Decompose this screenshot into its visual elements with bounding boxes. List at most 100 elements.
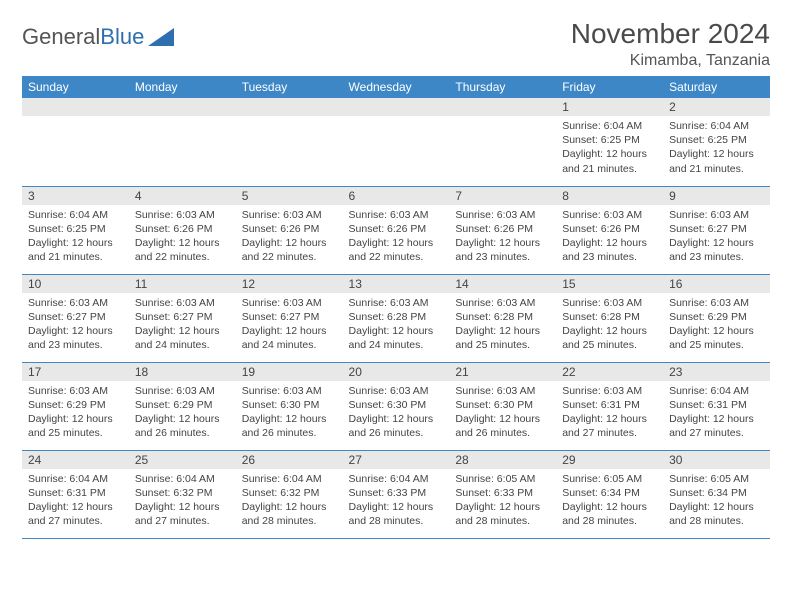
day-details: [236, 116, 343, 176]
weekday-header: Friday: [556, 76, 663, 98]
sunrise-text: Sunrise: 6:04 AM: [669, 384, 764, 398]
sunset-text: Sunset: 6:25 PM: [562, 133, 657, 147]
sunset-text: Sunset: 6:33 PM: [455, 486, 550, 500]
calendar-day-cell: 9Sunrise: 6:03 AMSunset: 6:27 PMDaylight…: [663, 186, 770, 274]
day-number: 19: [236, 363, 343, 381]
calendar-week-row: 10Sunrise: 6:03 AMSunset: 6:27 PMDayligh…: [22, 274, 770, 362]
daylight-text: Daylight: 12 hours and 22 minutes.: [349, 236, 444, 264]
sunset-text: Sunset: 6:33 PM: [349, 486, 444, 500]
day-number: 28: [449, 451, 556, 469]
day-details: Sunrise: 6:03 AMSunset: 6:31 PMDaylight:…: [556, 381, 663, 445]
daylight-text: Daylight: 12 hours and 24 minutes.: [135, 324, 230, 352]
calendar-table: Sunday Monday Tuesday Wednesday Thursday…: [22, 76, 770, 539]
calendar-day-cell: 28 Sunrise: 6:05 AMSunset: 6:33 PMDayligh…: [449, 450, 556, 538]
calendar-day-cell: 10Sunrise: 6:03 AMSunset: 6:27 PMDayligh…: [22, 274, 129, 362]
sunset-text: Sunset: 6:28 PM: [562, 310, 657, 324]
day-number: 15: [556, 275, 663, 293]
sunrise-text: Sunrise: 6:03 AM: [135, 296, 230, 310]
day-number: [22, 98, 129, 116]
day-number: 3: [22, 187, 129, 205]
day-number: 2: [663, 98, 770, 116]
day-details: Sunrise: 6:03 AMSunset: 6:28 PMDaylight:…: [556, 293, 663, 357]
calendar-day-cell: 20Sunrise: 6:03 AMSunset: 6:30 PMDayligh…: [343, 362, 450, 450]
sunset-text: Sunset: 6:34 PM: [669, 486, 764, 500]
sunrise-text: Sunrise: 6:03 AM: [669, 208, 764, 222]
day-number: [343, 98, 450, 116]
day-number: 7: [449, 187, 556, 205]
month-title: November 2024: [571, 18, 770, 50]
calendar-day-cell: [236, 98, 343, 186]
sunset-text: Sunset: 6:27 PM: [242, 310, 337, 324]
weekday-header: Wednesday: [343, 76, 450, 98]
day-number: 30: [663, 451, 770, 469]
calendar-week-row: 3Sunrise: 6:04 AMSunset: 6:25 PMDaylight…: [22, 186, 770, 274]
sunrise-text: Sunrise: 6:03 AM: [28, 384, 123, 398]
day-number: 14: [449, 275, 556, 293]
calendar-day-cell: 18Sunrise: 6:03 AMSunset: 6:29 PMDayligh…: [129, 362, 236, 450]
sunset-text: Sunset: 6:26 PM: [455, 222, 550, 236]
daylight-text: Daylight: 12 hours and 22 minutes.: [242, 236, 337, 264]
day-details: Sunrise: 6:03 AMSunset: 6:28 PMDaylight:…: [449, 293, 556, 357]
sunrise-text: Sunrise: 6:03 AM: [349, 384, 444, 398]
day-details: Sunrise: 6:03 AMSunset: 6:30 PMDaylight:…: [236, 381, 343, 445]
day-number: 8: [556, 187, 663, 205]
day-number: 16: [663, 275, 770, 293]
day-number: 13: [343, 275, 450, 293]
daylight-text: Daylight: 12 hours and 23 minutes.: [562, 236, 657, 264]
day-details: Sunrise: 6:04 AMSunset: 6:32 PMDaylight:…: [236, 469, 343, 533]
sunrise-text: Sunrise: 6:03 AM: [135, 384, 230, 398]
sunrise-text: Sunrise: 6:03 AM: [242, 296, 337, 310]
daylight-text: Daylight: 12 hours and 21 minutes.: [562, 147, 657, 175]
day-number: 27: [343, 451, 450, 469]
calendar-day-cell: 2Sunrise: 6:04 AMSunset: 6:25 PMDaylight…: [663, 98, 770, 186]
daylight-text: Daylight: 12 hours and 28 minutes.: [242, 500, 337, 528]
logo-text-1: General: [22, 24, 100, 50]
day-details: Sunrise: 6:03 AMSunset: 6:29 PMDaylight:…: [129, 381, 236, 445]
sunrise-text: Sunrise: 6:03 AM: [135, 208, 230, 222]
sunrise-text: Sunrise: 6:03 AM: [242, 208, 337, 222]
calendar-day-cell: 15Sunrise: 6:03 AMSunset: 6:28 PMDayligh…: [556, 274, 663, 362]
calendar-day-cell: 6Sunrise: 6:03 AMSunset: 6:26 PMDaylight…: [343, 186, 450, 274]
day-number: 23: [663, 363, 770, 381]
sunset-text: Sunset: 6:30 PM: [349, 398, 444, 412]
day-details: Sunrise: 6:04 AMSunset: 6:32 PMDaylight:…: [129, 469, 236, 533]
weekday-header: Sunday: [22, 76, 129, 98]
day-details: Sunrise: 6:05 AMSunset: 6:34 PMDaylight:…: [556, 469, 663, 533]
sunset-text: Sunset: 6:30 PM: [455, 398, 550, 412]
calendar-day-cell: 17Sunrise: 6:03 AMSunset: 6:29 PMDayligh…: [22, 362, 129, 450]
daylight-text: Daylight: 12 hours and 25 minutes.: [562, 324, 657, 352]
day-number: 25: [129, 451, 236, 469]
day-details: Sunrise: 6:03 AMSunset: 6:29 PMDaylight:…: [663, 293, 770, 357]
calendar-day-cell: 1Sunrise: 6:04 AMSunset: 6:25 PMDaylight…: [556, 98, 663, 186]
day-details: Sunrise: 6:03 AMSunset: 6:27 PMDaylight:…: [22, 293, 129, 357]
calendar-day-cell: 26Sunrise: 6:04 AMSunset: 6:32 PMDayligh…: [236, 450, 343, 538]
sunrise-text: Sunrise: 6:05 AM: [455, 472, 550, 486]
day-number: 6: [343, 187, 450, 205]
day-details: Sunrise: 6:04 AMSunset: 6:25 PMDaylight:…: [22, 205, 129, 269]
day-details: Sunrise: 6:03 AMSunset: 6:26 PMDaylight:…: [129, 205, 236, 269]
day-details: Sunrise: 6:03 AMSunset: 6:27 PMDaylight:…: [663, 205, 770, 269]
sunset-text: Sunset: 6:26 PM: [349, 222, 444, 236]
calendar-day-cell: 30Sunrise: 6:05 AMSunset: 6:34 PMDayligh…: [663, 450, 770, 538]
daylight-text: Daylight: 12 hours and 26 minutes.: [455, 412, 550, 440]
calendar-day-cell: 14Sunrise: 6:03 AMSunset: 6:28 PMDayligh…: [449, 274, 556, 362]
calendar-body: 1Sunrise: 6:04 AMSunset: 6:25 PMDaylight…: [22, 98, 770, 538]
daylight-text: Daylight: 12 hours and 28 minutes.: [455, 500, 550, 528]
day-number: 12: [236, 275, 343, 293]
calendar-day-cell: 7Sunrise: 6:03 AMSunset: 6:26 PMDaylight…: [449, 186, 556, 274]
day-details: [449, 116, 556, 176]
sunrise-text: Sunrise: 6:04 AM: [28, 208, 123, 222]
daylight-text: Daylight: 12 hours and 27 minutes.: [135, 500, 230, 528]
day-details: Sunrise: 6:04 AMSunset: 6:25 PMDaylight:…: [663, 116, 770, 180]
day-number: 1: [556, 98, 663, 116]
day-details: [343, 116, 450, 176]
daylight-text: Daylight: 12 hours and 25 minutes.: [28, 412, 123, 440]
day-number: 21: [449, 363, 556, 381]
sunset-text: Sunset: 6:32 PM: [135, 486, 230, 500]
day-number: 11: [129, 275, 236, 293]
sunset-text: Sunset: 6:29 PM: [135, 398, 230, 412]
sunrise-text: Sunrise: 6:03 AM: [562, 296, 657, 310]
sunrise-text: Sunrise: 6:03 AM: [455, 208, 550, 222]
calendar-day-cell: [343, 98, 450, 186]
day-details: Sunrise: 6:03 AMSunset: 6:27 PMDaylight:…: [236, 293, 343, 357]
